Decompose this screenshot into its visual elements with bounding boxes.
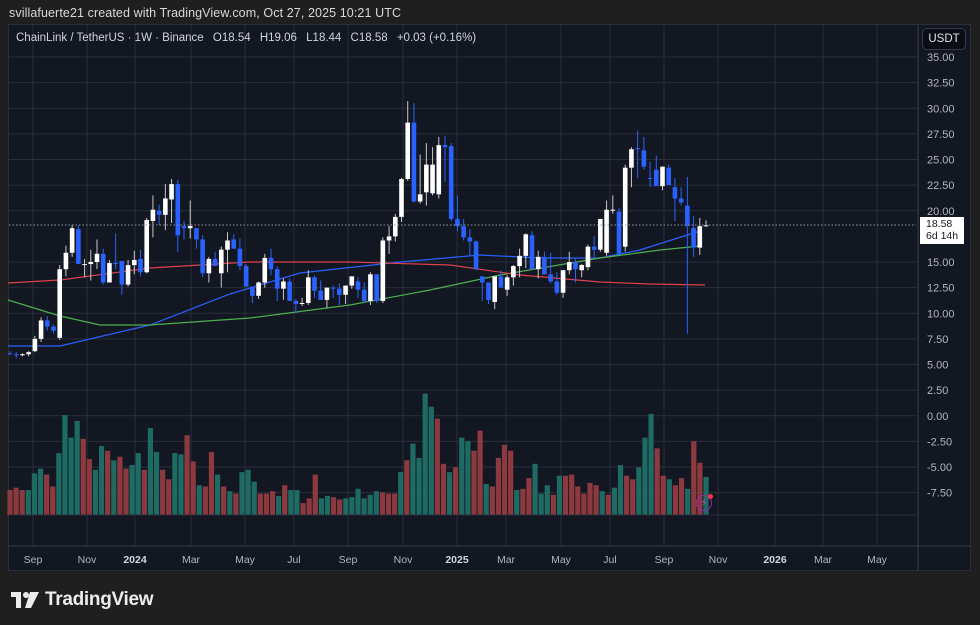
symbol-name[interactable]: ChainLink / TetherUS · 1W · Binance [16, 32, 204, 44]
time-tick: Nov [78, 554, 97, 566]
price-tick: 30.00 [927, 103, 955, 115]
time-tick: 2024 [123, 554, 147, 566]
price-tick: -2.50 [927, 436, 952, 448]
ohlc-close: C18.58 [350, 32, 388, 44]
price-tick: 12.50 [927, 283, 955, 295]
price-tick: 22.50 [927, 180, 955, 192]
price-tick: 20.00 [927, 206, 955, 218]
price-tick: 25.00 [927, 155, 955, 167]
price-tick: 5.00 [927, 360, 948, 372]
bar-countdown: 6d 14h [926, 230, 959, 242]
time-axis[interactable]: Sep Nov 2024 Mar May Jul Sep Nov 2025 Mar May Jul Se… [24, 554, 888, 566]
price-tick: 0.00 [927, 411, 948, 423]
tradingview-logo-icon [11, 592, 39, 608]
ohlc-change: +0.03 (+0.16%) [396, 32, 477, 44]
moving-average-line [7, 245, 701, 326]
ohlc-open: O18.54 [212, 32, 251, 44]
symbol-legend: ChainLink / TetherUS · 1W · Binance O18.… [16, 32, 482, 44]
last-price-value: 18.58 [926, 218, 953, 230]
time-tick: Mar [814, 554, 833, 566]
time-tick: Mar [182, 554, 201, 566]
time-tick: 2026 [763, 554, 787, 566]
last-price-label: 18.58 6d 14h [920, 217, 964, 244]
time-tick: May [867, 554, 888, 566]
time-tick: Nov [394, 554, 413, 566]
notification-dot [708, 494, 713, 499]
volume-bars [7, 393, 709, 515]
time-tick: Mar [497, 554, 516, 566]
lightning-alert-icon[interactable]: ⚡︎ [696, 495, 712, 511]
time-tick: Sep [339, 554, 358, 566]
moving-average-line [8, 230, 701, 347]
tradingview-logo[interactable]: TradingView [11, 589, 154, 611]
logo-text: TradingView [45, 589, 154, 610]
price-tick: 2.50 [927, 385, 948, 397]
time-tick: Jul [603, 554, 616, 566]
price-axis[interactable]: 35.00 32.50 30.00 27.50 25.00 22.50 20.00 15.00… [927, 52, 955, 500]
price-tick: 27.50 [927, 129, 955, 141]
ohlc-low: L18.44 [306, 32, 342, 44]
price-tick: -5.00 [927, 462, 952, 474]
price-tick: 35.00 [927, 52, 955, 64]
ohlc-high: H19.06 [259, 32, 297, 44]
candlesticks [7, 101, 709, 359]
grid-lines [9, 25, 918, 546]
time-tick: Sep [655, 554, 674, 566]
time-tick: 2025 [445, 554, 469, 566]
time-tick: Sep [24, 554, 43, 566]
currency-button[interactable]: USDT [922, 28, 966, 50]
price-tick: 15.00 [927, 257, 955, 269]
price-tick: 10.00 [927, 308, 955, 320]
time-tick: Jul [287, 554, 300, 566]
time-tick: May [551, 554, 572, 566]
chart-caption: svillafuerte21 created with TradingView.… [9, 6, 402, 20]
time-tick: Nov [709, 554, 728, 566]
price-tick: -7.50 [927, 488, 952, 500]
time-tick: May [235, 554, 256, 566]
price-tick: 7.50 [927, 334, 948, 346]
price-tick: 32.50 [927, 78, 955, 90]
